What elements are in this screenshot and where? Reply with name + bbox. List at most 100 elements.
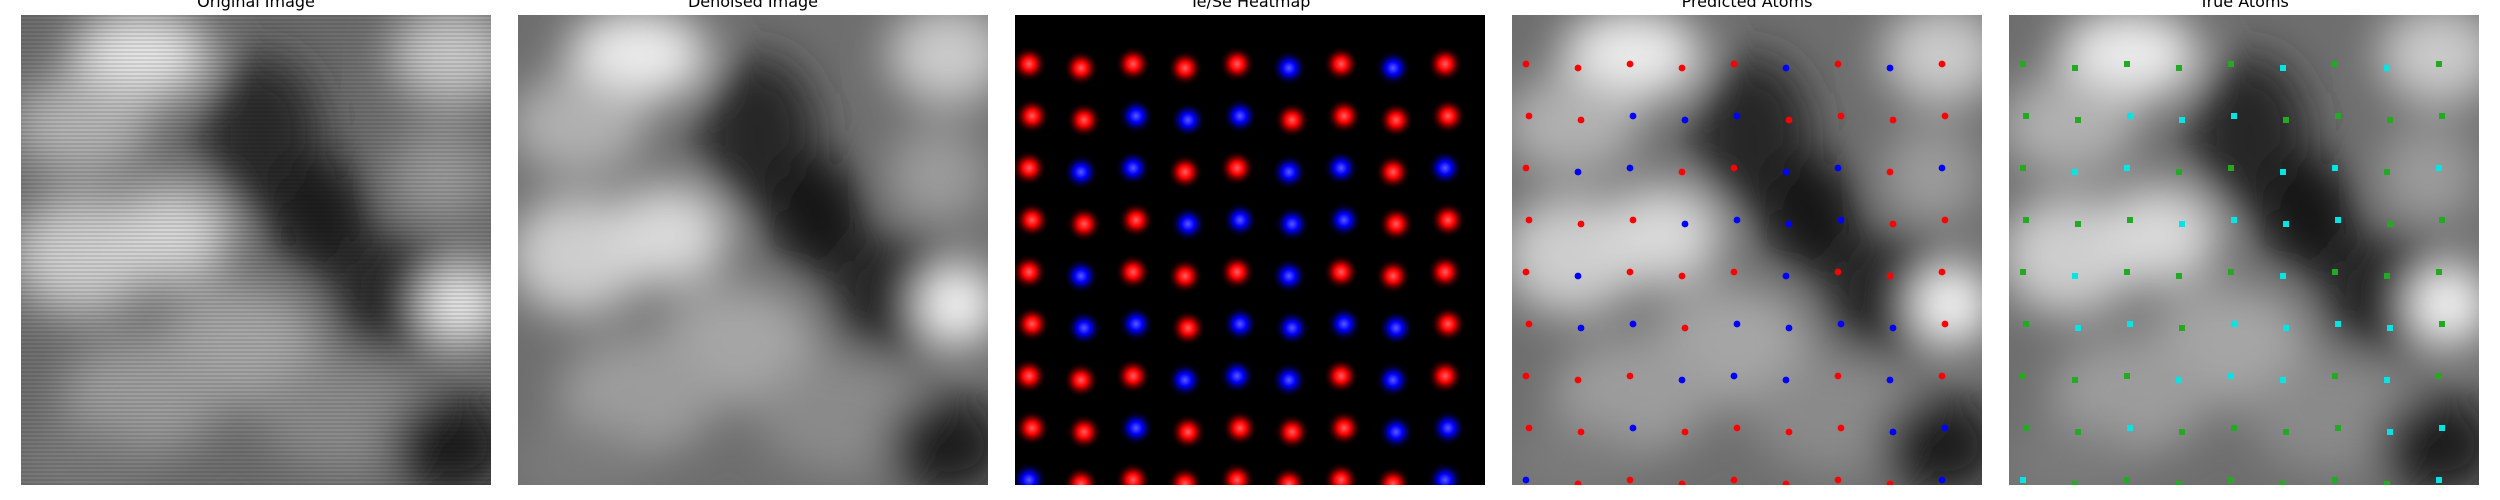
te-heat-spot <box>1323 462 1359 485</box>
te-heat-spot <box>1326 98 1362 134</box>
predicted-se-atom <box>1733 320 1741 328</box>
te-heat-spot <box>1219 150 1255 186</box>
predicted-se-atom <box>1889 428 1897 436</box>
predicted-se-atom <box>1629 112 1637 120</box>
se-heat-spot <box>1323 150 1359 186</box>
te-heat-spot <box>1015 358 1047 394</box>
true-se-atom <box>2127 321 2133 327</box>
predicted-se-atom <box>1941 424 1949 432</box>
panel-heatmap: Te/Se Heatmap <box>1015 0 1485 500</box>
se-heat-spot <box>1015 462 1047 485</box>
te-heat-spot <box>1015 202 1050 238</box>
se-heat-spot <box>1118 410 1154 446</box>
true-se-atom <box>2179 221 2185 227</box>
se-heat-spot <box>1222 202 1258 238</box>
predicted-te-atom <box>1834 60 1842 68</box>
predicted-se-atom <box>1681 220 1689 228</box>
predicted-te-atom <box>1629 216 1637 224</box>
true-te-atom <box>2179 429 2185 435</box>
true-se-atom <box>2436 477 2442 483</box>
te-heat-spot <box>1378 102 1414 138</box>
predicted-te-atom <box>1577 116 1585 124</box>
true-te-atom <box>2332 61 2338 67</box>
panel-title-original: Original Image <box>197 0 315 11</box>
predicted-te-atom <box>1626 60 1634 68</box>
true-te-atom <box>2439 217 2445 223</box>
true-se-atom <box>2387 325 2393 331</box>
te-heat-spot <box>1375 466 1411 485</box>
se-heat-spot <box>1167 362 1203 398</box>
predicted-te-atom <box>1626 476 1634 484</box>
te-heat-spot <box>1170 310 1206 346</box>
panel-denoised: Denoised Image <box>518 0 988 500</box>
predicted-se-atom <box>1574 272 1582 280</box>
panel-title-denoised: Denoised Image <box>687 0 819 11</box>
true-te-atom <box>2280 481 2286 485</box>
true-te-atom <box>2075 117 2081 123</box>
true-se-atom <box>2228 373 2234 379</box>
heatmap-image <box>1015 15 1485 485</box>
predicted-se-atom <box>1886 376 1894 384</box>
te-heat-spot <box>1115 358 1151 394</box>
true-te-atom <box>2228 269 2234 275</box>
predicted-te-atom <box>1678 480 1686 485</box>
te-heat-spot <box>1323 46 1359 82</box>
predicted-te-atom <box>1525 112 1533 120</box>
true-se-atom <box>2179 117 2185 123</box>
true-se-atom <box>2387 429 2393 435</box>
panel-original: Original Image <box>21 0 491 500</box>
te-heat-spot <box>1063 50 1099 86</box>
predicted-te-atom <box>1626 372 1634 380</box>
predicted-se-atom <box>1782 272 1790 280</box>
se-heat-spot <box>1066 310 1102 346</box>
true-se-atom <box>2020 477 2026 483</box>
se-heat-spot <box>1118 306 1154 342</box>
true-te-atom <box>2176 273 2182 279</box>
te-heat-spot <box>1015 46 1047 82</box>
predicted-se-atom <box>1837 320 1845 328</box>
te-heat-spot <box>1378 206 1414 242</box>
true-te-atom <box>2020 165 2026 171</box>
true-te-atom <box>2176 169 2182 175</box>
predicted-te-atom <box>1730 476 1738 484</box>
te-heat-spot <box>1427 358 1463 394</box>
predicted-se-atom <box>1782 376 1790 384</box>
predicted-te-atom <box>1837 424 1845 432</box>
panel-title-predicted: Predicted Atoms <box>1681 0 1813 11</box>
predicted-te-atom <box>1730 164 1738 172</box>
true-te-atom <box>2231 425 2237 431</box>
te-heat-spot <box>1219 462 1255 485</box>
true-te-atom <box>2283 117 2289 123</box>
te-heat-spot <box>1066 414 1102 450</box>
predicted-se-atom <box>1629 424 1637 432</box>
predicted-te-atom <box>1525 424 1533 432</box>
te-heat-spot <box>1219 46 1255 82</box>
se-heat-spot <box>1118 98 1154 134</box>
true-te-atom <box>2124 269 2130 275</box>
te-heat-spot <box>1015 150 1047 186</box>
true-te-atom <box>2335 425 2341 431</box>
se-heat-spot <box>1170 206 1206 242</box>
te-heat-spot <box>1271 466 1307 485</box>
predicted-se-atom <box>1522 476 1530 484</box>
predicted-te-atom <box>1733 424 1741 432</box>
se-heat-spot <box>1115 150 1151 186</box>
true-te-atom <box>2228 165 2234 171</box>
true-te-atom <box>2332 269 2338 275</box>
true-te-atom <box>2020 269 2026 275</box>
predicted-te-atom <box>1938 60 1946 68</box>
predicted-te-atom <box>1785 428 1793 436</box>
te-heat-spot <box>1326 410 1362 446</box>
true-te-atom <box>2124 61 2130 67</box>
predicted-atoms-image <box>1512 15 1982 485</box>
predicted-se-atom <box>1577 324 1585 332</box>
true-te-atom <box>2228 477 2234 483</box>
te-heat-spot <box>1015 410 1050 446</box>
se-heat-spot <box>1326 202 1362 238</box>
predicted-te-atom <box>1577 220 1585 228</box>
te-heat-spot <box>1015 306 1050 342</box>
te-heat-spot <box>1015 254 1047 290</box>
predicted-se-atom <box>1681 116 1689 124</box>
predicted-te-atom <box>1626 268 1634 276</box>
true-te-atom <box>2023 321 2029 327</box>
